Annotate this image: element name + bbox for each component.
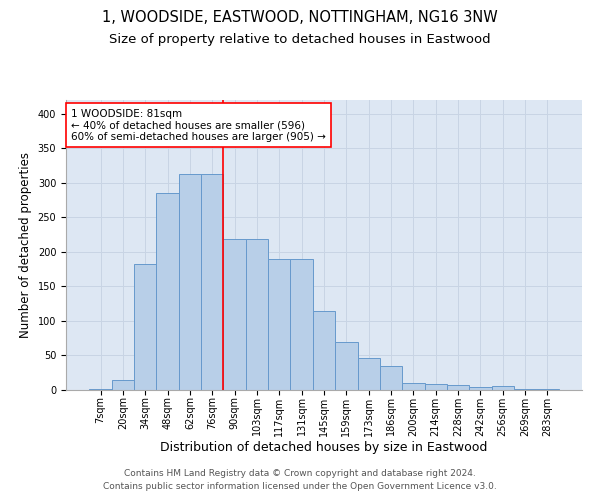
Bar [358, 358, 380, 390]
Bar [112, 380, 134, 390]
Text: Contains HM Land Registry data © Crown copyright and database right 2024.: Contains HM Land Registry data © Crown c… [124, 468, 476, 477]
Bar [335, 342, 358, 390]
Bar [402, 383, 425, 390]
Bar [290, 259, 313, 390]
Bar [134, 264, 157, 390]
Bar [425, 384, 447, 390]
Bar [246, 240, 268, 390]
Bar [447, 385, 469, 390]
Bar [380, 366, 402, 390]
Bar [89, 388, 112, 390]
Bar [179, 174, 201, 390]
Bar [223, 240, 246, 390]
X-axis label: Distribution of detached houses by size in Eastwood: Distribution of detached houses by size … [160, 441, 488, 454]
Text: 1 WOODSIDE: 81sqm
← 40% of detached houses are smaller (596)
60% of semi-detache: 1 WOODSIDE: 81sqm ← 40% of detached hous… [71, 108, 326, 142]
Bar [313, 310, 335, 390]
Text: 1, WOODSIDE, EASTWOOD, NOTTINGHAM, NG16 3NW: 1, WOODSIDE, EASTWOOD, NOTTINGHAM, NG16 … [102, 10, 498, 25]
Y-axis label: Number of detached properties: Number of detached properties [19, 152, 32, 338]
Bar [469, 386, 491, 390]
Bar [491, 386, 514, 390]
Bar [201, 174, 223, 390]
Bar [514, 388, 536, 390]
Text: Size of property relative to detached houses in Eastwood: Size of property relative to detached ho… [109, 32, 491, 46]
Bar [268, 259, 290, 390]
Bar [157, 193, 179, 390]
Text: Contains public sector information licensed under the Open Government Licence v3: Contains public sector information licen… [103, 482, 497, 491]
